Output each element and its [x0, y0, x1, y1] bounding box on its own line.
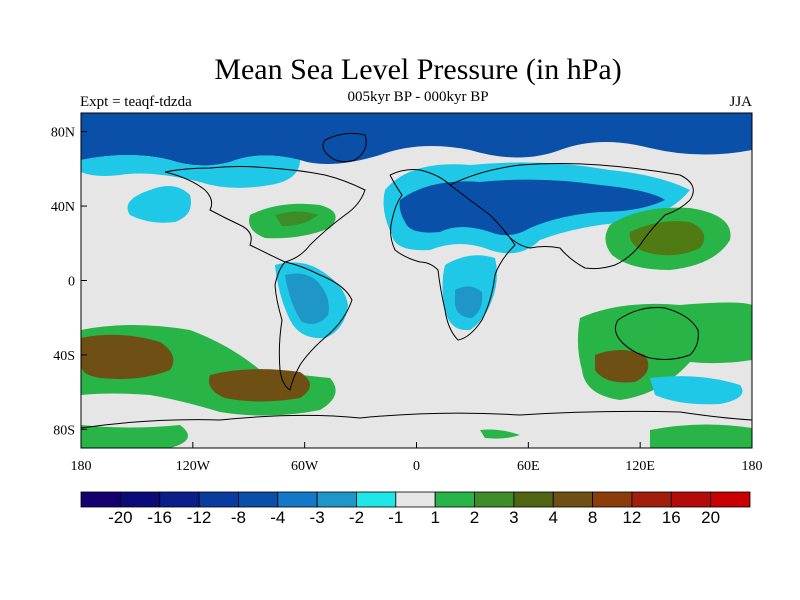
y-tick-label: 80N: [51, 126, 75, 141]
x-tick-label: 120E: [625, 459, 655, 474]
europe-africa-coast: [389, 169, 516, 341]
colorbar-label: -2: [349, 508, 364, 527]
colorbar-swatch: [552, 491, 593, 508]
colorbar-label: -20: [108, 508, 133, 527]
x-tick-label: 60W: [291, 459, 319, 474]
colorbar-swatch: [670, 491, 712, 508]
eurasia-low: [399, 179, 665, 236]
n-pacific-light: [127, 186, 191, 223]
s-indian-high: [595, 350, 649, 383]
colorbar-swatch: [80, 491, 121, 508]
colorbar-label: 12: [622, 508, 641, 527]
s-pacific-high: [81, 334, 174, 379]
y-tick-label: 40N: [51, 200, 75, 215]
africa-low-inner: [455, 286, 483, 318]
x-axis: 180 120W 60W 0 60E 120E 180: [71, 442, 763, 474]
colorbar-swatch: [316, 491, 357, 508]
x-tick-label: 180: [742, 459, 763, 474]
y-tick-label: 80S: [53, 423, 75, 438]
colorbar-label: -3: [310, 508, 325, 527]
colorbar-swatch: [592, 491, 633, 508]
s-atlantic-high: [209, 369, 310, 402]
coastlines: [81, 132, 752, 429]
colorbar-swatch: [513, 491, 554, 508]
colorbar-label: 20: [701, 508, 720, 527]
colorbar-swatch: [434, 491, 475, 508]
colorbar: -20 -16 -12 -8 -4 -3 -2 -1 1 2 3 4 8 12 16 20: [80, 491, 751, 527]
experiment-label: Expt = teaqf-tdzda: [80, 94, 192, 110]
x-tick-label: 60E: [517, 459, 540, 474]
colorbar-label: -4: [270, 508, 285, 527]
arctic-low: [81, 113, 752, 166]
s-indian-light: [650, 376, 743, 405]
y-tick-label: 40S: [53, 349, 75, 364]
n-atlantic-high-inner: [275, 211, 318, 226]
colorbar-swatch: [474, 491, 515, 508]
australia-coast: [614, 307, 699, 360]
x-tick-label: 0: [413, 459, 420, 474]
colorbar-swatch: [238, 491, 279, 508]
north-america-coast: [164, 166, 366, 263]
arctic-low-light: [81, 155, 300, 188]
colorbar-label: 16: [662, 508, 681, 527]
south-america-coast: [274, 261, 353, 391]
colorbar-swatch: [710, 491, 751, 508]
colorbar-swatch: [356, 491, 397, 508]
colorbar-swatch: [119, 491, 161, 508]
nw-pacific-high: [629, 221, 705, 256]
colorbar-label: -16: [147, 508, 172, 527]
colorbar-label: 3: [509, 508, 518, 527]
colorbar-label: 4: [549, 508, 558, 527]
colorbar-label: -8: [231, 508, 246, 527]
colorbar-swatch: [198, 491, 239, 508]
chart-subtitle: 005kyr BP - 000kyr BP: [347, 89, 489, 105]
colorbar-label: 2: [470, 508, 479, 527]
greenland-coast: [322, 132, 367, 163]
y-tick-label: 0: [68, 275, 75, 290]
asia-coast: [449, 163, 694, 270]
colorbar-label: 8: [588, 508, 597, 527]
x-tick-label: 120W: [176, 459, 211, 474]
y-axis: 80N 40N 0 40S 80S: [51, 126, 87, 438]
colorbar-label: -12: [187, 508, 212, 527]
antarctic-high: [81, 424, 752, 448]
colorbar-swatch: [631, 491, 672, 508]
colorbar-swatch: [277, 491, 318, 508]
antarctica-coast: [81, 410, 752, 429]
colorbar-label: -1: [388, 508, 403, 527]
season-label: JJA: [729, 94, 752, 110]
chart-title: Mean Sea Level Pressure (in hPa): [214, 53, 622, 86]
colorbar-label: 1: [430, 508, 439, 527]
colorbar-swatch: [395, 491, 436, 508]
south-america-low: [285, 273, 329, 324]
pressure-field: [81, 113, 752, 448]
x-tick-label: 180: [71, 459, 92, 474]
colorbar-swatch: [159, 491, 200, 508]
